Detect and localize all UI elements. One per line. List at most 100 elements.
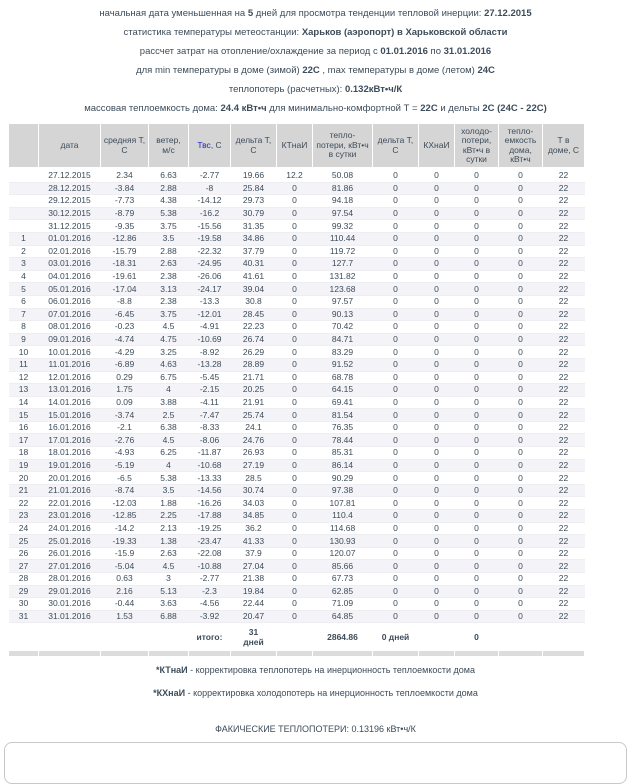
table-cell: 3.88 [148, 396, 189, 410]
grid-bottom-segment [38, 651, 101, 657]
table-cell: 0 [372, 547, 419, 561]
table-cell: 21.91 [230, 396, 277, 410]
column-header [8, 123, 39, 170]
table-cell: -15.9 [100, 547, 149, 561]
table-cell: 0 [276, 182, 313, 196]
table-cell: 0 [372, 257, 419, 271]
table-cell: 0 [498, 408, 543, 422]
table-cell: 0 [418, 383, 455, 397]
table-cell: 22 [542, 257, 585, 271]
table-cell: 22 [542, 496, 585, 511]
table-cell: -4.11 [188, 396, 231, 410]
table-cell: 22 [542, 408, 585, 422]
table-cell: 04.01.2016 [38, 270, 101, 284]
table-cell: 5 [8, 282, 39, 296]
table-cell: 1 [8, 232, 39, 246]
table-cell: 0 [498, 484, 543, 498]
table-cell: 0 [498, 547, 543, 561]
table-cell: 0 [276, 408, 313, 422]
totals-cell [148, 622, 189, 652]
table-cell: 12 [8, 371, 39, 385]
table-cell: 7 [8, 308, 39, 322]
table-cell: 0 [498, 345, 543, 359]
table-cell: 24.01.2016 [38, 522, 101, 536]
table-cell: 20 [8, 471, 39, 485]
table-cell: 123.68 [312, 282, 373, 296]
table-cell [8, 182, 39, 196]
info-line: начальная дата уменьшенная на 5 дней для… [99, 8, 532, 19]
table-cell: 0 [498, 585, 543, 599]
table-cell: 22 [542, 295, 585, 309]
table-row: 16 16.01.2016 -2.1 6.38 -8.33 24.1 0 76.35 0 0 0 0 2… [8, 421, 585, 435]
table-row: 25 25.01.2016 -19.33 1.38 -23.47 41.33 0 130.93… [8, 534, 585, 548]
table-cell: 18.01.2016 [38, 446, 101, 460]
info-line: статистика температуры метеостанции: Хар… [123, 27, 508, 38]
table-cell: 0 [454, 295, 499, 309]
table-row: 3 03.01.2016 -18.31 2.63 -24.95 40.31 0 127.7 0 0… [8, 257, 585, 271]
table-cell: 11 [8, 358, 39, 372]
totals-row: итого: 31 дней 2864.86 0 дней 0 [8, 622, 585, 652]
table-cell: 0 [276, 547, 313, 561]
column-header: средняя Т, С [100, 123, 149, 170]
table-cell: 13.01.2016 [38, 383, 101, 397]
table-cell: 0 [276, 270, 313, 284]
table-cell: 16 [8, 421, 39, 435]
table-cell: 81.86 [312, 182, 373, 196]
table-cell: 0 [454, 484, 499, 498]
table-cell: 71.09 [312, 597, 373, 611]
table-cell: -6.5 [100, 471, 149, 485]
table-cell: 114.68 [312, 522, 373, 536]
table-cell: 2.88 [148, 182, 189, 196]
table-cell: 18 [8, 446, 39, 460]
table-cell: 0 [498, 610, 543, 624]
table-cell: 0 [276, 320, 313, 334]
table-cell: 0 [498, 459, 543, 473]
table-cell: 0 [454, 572, 499, 586]
table-row: 1 01.01.2016 -12.86 3.5 -19.58 34.86 0 110.44 0 0… [8, 232, 585, 246]
table-row: 5 05.01.2016 -17.04 3.13 -24.17 39.04 0 123.68 0… [8, 282, 585, 296]
table-cell: 0 [276, 471, 313, 485]
table-cell: -14.56 [188, 484, 231, 498]
table-cell: 69.41 [312, 396, 373, 410]
table-cell: 26.01.2016 [38, 547, 101, 561]
grid-bottom-segment [148, 651, 189, 657]
table-cell: 0 [418, 459, 455, 473]
table-cell: 20.01.2016 [38, 471, 101, 485]
table-cell: 22 [542, 320, 585, 334]
table-cell: 36.2 [230, 522, 277, 536]
table-cell: 131.82 [312, 270, 373, 284]
table-cell: 31 [8, 610, 39, 624]
table-cell: 14 [8, 396, 39, 410]
table-cell: 22 [542, 446, 585, 460]
table-cell: -5.19 [100, 459, 149, 473]
table-cell: 39.04 [230, 282, 277, 296]
table-cell: 1.88 [148, 496, 189, 511]
table-cell: 28.12.2015 [38, 182, 101, 196]
table-cell: 0 [372, 522, 419, 536]
table-row: 29 29.01.2016 2.16 5.13 -2.3 19.84 0 62.85 0 0 0 0 2… [8, 585, 585, 599]
table-cell: 6.63 [148, 168, 189, 183]
table-cell: -5.45 [188, 371, 231, 385]
table-cell: 0 [498, 308, 543, 322]
table-cell: 05.01.2016 [38, 282, 101, 296]
table-cell: -2.15 [188, 383, 231, 397]
table-cell: 0 [498, 232, 543, 246]
table-cell: -24.17 [188, 282, 231, 296]
table-cell: 0 [276, 358, 313, 372]
table-cell: 27.12.2015 [38, 168, 101, 183]
table-cell: 0 [276, 459, 313, 473]
info-line: массовая теплоемкость дома: 24.4 кВт•ч д… [84, 103, 547, 114]
table-cell: 22 [542, 522, 585, 536]
table-cell: 0 [276, 572, 313, 586]
column-header: КТнаИ [276, 123, 313, 170]
table-row: 21 21.01.2016 -8.74 3.5 -14.56 30.74 0 97.38 0 0 0… [8, 484, 585, 498]
totals-cell: 31 дней [230, 622, 277, 652]
table-cell: 0 [276, 257, 313, 271]
table-row: 26 26.01.2016 -15.9 2.63 -22.08 37.9 0 120.07 0 0… [8, 547, 585, 561]
table-cell: 0 [276, 585, 313, 599]
table-cell: 97.57 [312, 295, 373, 309]
table-cell: 0 [454, 408, 499, 422]
table-cell: 0 [418, 471, 455, 485]
totals-cell [276, 622, 313, 652]
table-cell: 17 [8, 433, 39, 448]
